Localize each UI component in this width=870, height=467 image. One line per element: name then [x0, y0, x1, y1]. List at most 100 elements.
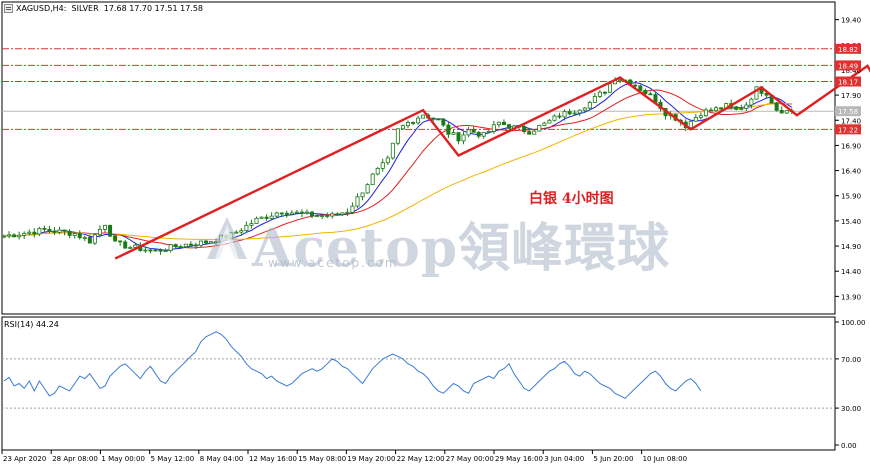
candle-body — [188, 243, 193, 246]
candle-body — [411, 122, 416, 124]
candle-body — [259, 216, 264, 219]
price-tick-label: 14.40 — [841, 268, 861, 276]
candle-body — [340, 212, 345, 215]
time-tick-label: 8 May 04:00 — [200, 455, 244, 463]
candle-body — [87, 237, 92, 244]
candle-body — [608, 83, 613, 93]
candle-body — [582, 107, 587, 111]
candle-body — [118, 240, 123, 243]
candle-body — [168, 244, 173, 252]
candle-body — [461, 134, 466, 142]
rsi-tick-label: 30.00 — [841, 405, 861, 413]
chart-frames — [1, 1, 836, 451]
candle-body — [355, 196, 360, 207]
time-tick-label: 1 May 00:00 — [101, 455, 145, 463]
candle-body — [481, 131, 486, 137]
candle-body — [173, 244, 178, 247]
candle-body — [284, 212, 289, 215]
candle-body — [532, 130, 537, 135]
candle-body — [739, 108, 744, 110]
candle-body — [633, 84, 638, 87]
ma-line-3 — [3, 103, 792, 241]
price-badge — [835, 124, 861, 135]
candle-body — [405, 122, 410, 127]
main-panel-frame — [1, 1, 836, 315]
close-value: 17.58 — [180, 4, 204, 13]
candle-body — [703, 109, 708, 117]
candle-body — [648, 93, 653, 96]
candle-body — [587, 102, 592, 109]
candle-body — [693, 117, 698, 122]
candle-body — [183, 243, 188, 248]
candle-body — [153, 249, 158, 252]
rsi-header: RSI(14) 44.24 — [4, 320, 59, 329]
candle-body — [244, 224, 249, 231]
candle-body — [198, 240, 203, 246]
candle-body — [496, 121, 501, 126]
high-value: 17.70 — [129, 4, 153, 13]
candle-body — [2, 235, 7, 238]
candle-body — [72, 233, 77, 236]
candle-body — [431, 117, 436, 120]
candle-body — [234, 231, 239, 234]
candle-body — [522, 126, 527, 132]
price-tick-label: 15.90 — [841, 193, 861, 201]
candle-body — [32, 231, 37, 235]
candle-body — [734, 106, 739, 110]
time-tick-label: 22 May 12:00 — [397, 455, 445, 463]
price-tick-label: 13.90 — [841, 293, 861, 301]
rsi-last-value: 44.24 — [35, 320, 59, 329]
time-tick-label: 3 Jun 04:00 — [544, 455, 584, 463]
price-badge-label: 18.49 — [838, 62, 858, 70]
candle-body — [385, 157, 390, 164]
time-axis: 23 Apr 2020 28 Apr 08:00 1 May 00:00 5 May … — [1, 450, 687, 463]
candle-body — [37, 228, 42, 235]
chart-annotation: 白银 4小时图 — [529, 191, 614, 207]
candle-body — [774, 102, 779, 111]
candle-body — [557, 115, 562, 118]
candle-body — [501, 121, 506, 126]
candle-body — [294, 211, 299, 214]
candle-body — [325, 215, 330, 217]
time-tick-label: 5 May 12:00 — [151, 455, 195, 463]
symbol-header: XAGUSD,H4: SILVER 17.68 17.70 17.51 17.5… — [16, 4, 204, 13]
candle-body — [370, 173, 375, 185]
candle-body — [643, 90, 648, 95]
price-tick-label: 15.40 — [841, 218, 861, 226]
candle-body — [547, 119, 552, 124]
candle-body — [441, 118, 446, 126]
candle-body — [764, 92, 769, 96]
candle-body — [178, 246, 183, 248]
open-value: 17.68 — [103, 4, 127, 13]
candle-body — [133, 244, 138, 248]
candle-body — [57, 229, 62, 233]
candle-body — [279, 212, 284, 215]
candle-body — [360, 192, 365, 198]
ma-line-2 — [3, 89, 792, 249]
candle-body — [567, 111, 572, 115]
price-tick-label: 19.40 — [841, 17, 861, 25]
price-badge — [835, 60, 861, 71]
candle-body — [330, 213, 335, 217]
candle-body — [345, 211, 350, 214]
candle-body — [27, 231, 32, 234]
candle-body — [688, 120, 693, 129]
candle-body — [527, 131, 532, 135]
price-badge — [835, 106, 861, 117]
candle-body — [289, 212, 294, 215]
candle-body — [572, 112, 577, 115]
candle-body — [249, 223, 254, 226]
candle-body — [602, 91, 607, 94]
candle-body — [506, 124, 511, 129]
candle-body — [446, 124, 451, 135]
candle-body — [335, 213, 340, 216]
candle-body — [395, 128, 400, 144]
candle-body — [128, 247, 133, 249]
candle-body — [491, 124, 496, 132]
candle-body — [299, 211, 304, 214]
chart-menu-icon[interactable] — [4, 4, 13, 13]
candle-body — [592, 96, 597, 103]
candle-body — [320, 215, 325, 217]
candle-body — [203, 240, 208, 244]
